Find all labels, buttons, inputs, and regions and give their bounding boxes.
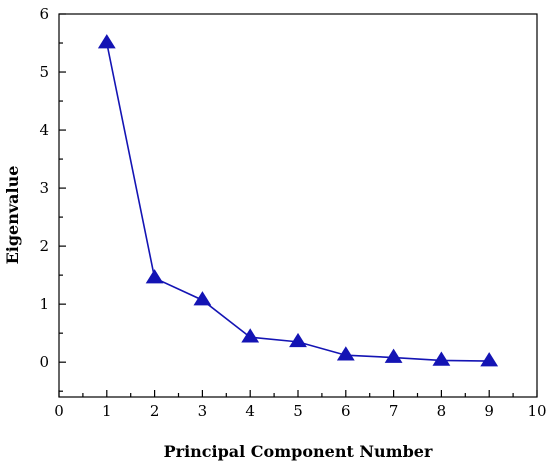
- data-point-marker: [145, 269, 164, 284]
- y-tick-label: 2: [39, 237, 49, 255]
- series-line: [106, 42, 490, 362]
- y-tick-label: 1: [39, 295, 49, 313]
- x-tick-label: 3: [198, 402, 208, 420]
- y-tick-label: 0: [39, 353, 49, 371]
- data-point-marker: [336, 346, 355, 361]
- x-tick-label: 7: [389, 402, 399, 420]
- y-axis-ticks: 0 1 2 3 4 5 6: [39, 5, 66, 392]
- x-tick-label: 5: [293, 402, 303, 420]
- x-tick-label: 8: [437, 402, 447, 420]
- x-tick-label: 6: [341, 402, 351, 420]
- x-tick-label: 4: [245, 402, 255, 420]
- data-point-marker: [193, 291, 212, 306]
- data-point-marker: [97, 34, 116, 49]
- x-tick-label: 9: [484, 402, 494, 420]
- y-tick-label: 3: [39, 179, 49, 197]
- y-tick-label: 5: [39, 63, 49, 81]
- x-tick-label: 10: [527, 402, 546, 420]
- data-point-marker: [241, 328, 260, 343]
- y-tick-label: 6: [39, 5, 49, 23]
- x-tick-label: 2: [150, 402, 160, 420]
- data-point-marker: [384, 348, 403, 363]
- y-axis-title: Eigenvalue: [3, 166, 22, 265]
- y-tick-label: 4: [39, 121, 49, 139]
- data-point-marker: [289, 332, 307, 348]
- series-layer: [97, 34, 499, 367]
- data-point-marker: [480, 352, 499, 367]
- x-axis-title: Principal Component Number: [164, 442, 433, 461]
- x-tick-label: 1: [102, 402, 112, 420]
- x-tick-label: 0: [54, 402, 64, 420]
- data-point-marker: [432, 351, 451, 366]
- x-axis-ticks: 0 1 2 3 4 5 6 7 8 9 10: [54, 390, 547, 420]
